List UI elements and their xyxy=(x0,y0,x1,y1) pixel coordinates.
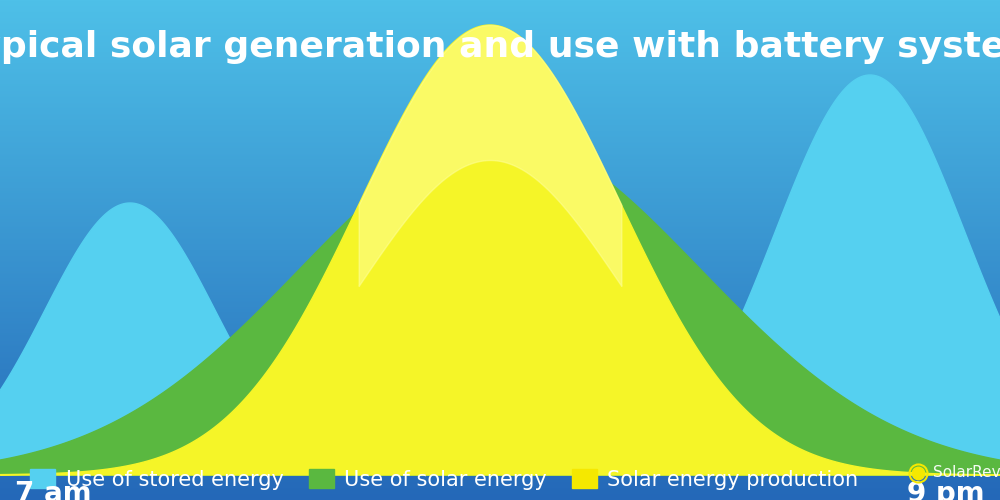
Text: 7 am: 7 am xyxy=(15,480,92,500)
Legend: Use of stored energy, Use of solar energy, Solar energy production: Use of stored energy, Use of solar energ… xyxy=(30,469,858,490)
Text: SolarReviews: SolarReviews xyxy=(933,465,1000,480)
Text: 9 pm: 9 pm xyxy=(907,480,985,500)
Text: Typical solar generation and use with battery system: Typical solar generation and use with ba… xyxy=(0,30,1000,64)
